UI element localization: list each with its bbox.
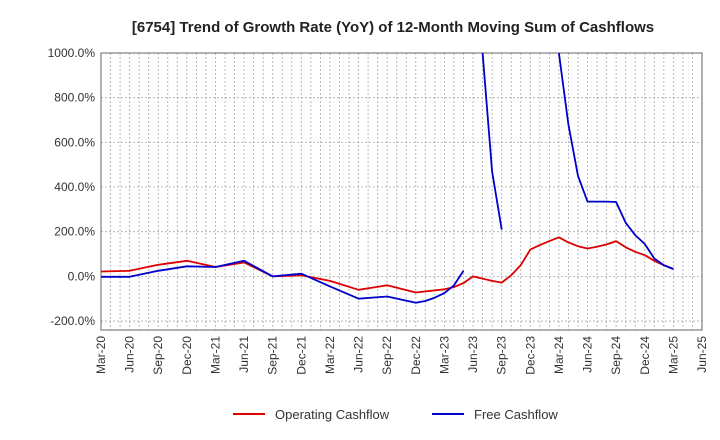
x-tick-label: Sep-22 <box>380 336 394 375</box>
x-tick-label: Jun-24 <box>581 336 595 373</box>
x-tick-label: Mar-20 <box>94 336 108 374</box>
x-tick-label: Sep-20 <box>151 336 165 375</box>
x-tick-label: Dec-20 <box>180 336 194 375</box>
x-tick-label: Sep-24 <box>609 336 623 375</box>
x-tick-label: Mar-23 <box>437 336 451 374</box>
x-tick-label: Mar-25 <box>666 336 680 374</box>
y-tick-label: 600.0% <box>54 135 95 149</box>
x-tick-label: Jun-20 <box>123 336 137 373</box>
x-tick-label: Mar-22 <box>323 336 337 374</box>
x-tick-label: Dec-24 <box>638 336 652 375</box>
legend-label-operating: Operating Cashflow <box>275 407 390 422</box>
series-lines <box>101 53 674 304</box>
y-tick-label: 800.0% <box>54 91 95 105</box>
series-line-free-cashflow <box>101 259 465 304</box>
y-axis: -200.0% 0.0% 200.0% 400.0% 600.0% 800.0% 1000.… <box>48 46 96 328</box>
series-line-free-cashflow <box>558 53 674 270</box>
x-tick-label: Sep-21 <box>266 336 280 375</box>
x-tick-label: Mar-24 <box>552 336 566 374</box>
chart-title: [6754] Trend of Growth Rate (YoY) of 12-… <box>132 19 654 36</box>
x-tick-label: Jun-21 <box>237 336 251 373</box>
x-tick-label: Sep-23 <box>495 336 509 375</box>
x-tick-label: Dec-22 <box>409 336 423 375</box>
x-tick-label: Dec-23 <box>523 336 537 375</box>
y-tick-label: 0.0% <box>68 269 96 283</box>
y-tick-label: -200.0% <box>50 314 95 328</box>
x-tick-label: Dec-21 <box>294 336 308 375</box>
y-tick-label: 400.0% <box>54 180 95 194</box>
x-tick-label: Mar-21 <box>208 336 222 374</box>
legend-label-free: Free Cashflow <box>474 407 558 422</box>
y-tick-label: 1000.0% <box>48 46 96 60</box>
x-axis: Mar-20 Jun-20 Sep-20 Dec-20 Mar-21 Jun-21 Sep-… <box>94 336 709 375</box>
y-tick-label: 200.0% <box>54 225 95 239</box>
x-tick-label: Jun-23 <box>466 336 480 373</box>
x-tick-label: Jun-22 <box>352 336 366 373</box>
plot-area <box>100 52 703 331</box>
x-tick-label: Jun-25 <box>695 336 709 373</box>
series-line-free-cashflow <box>481 53 503 230</box>
legend: Operating Cashflow Free Cashflow <box>233 407 558 422</box>
